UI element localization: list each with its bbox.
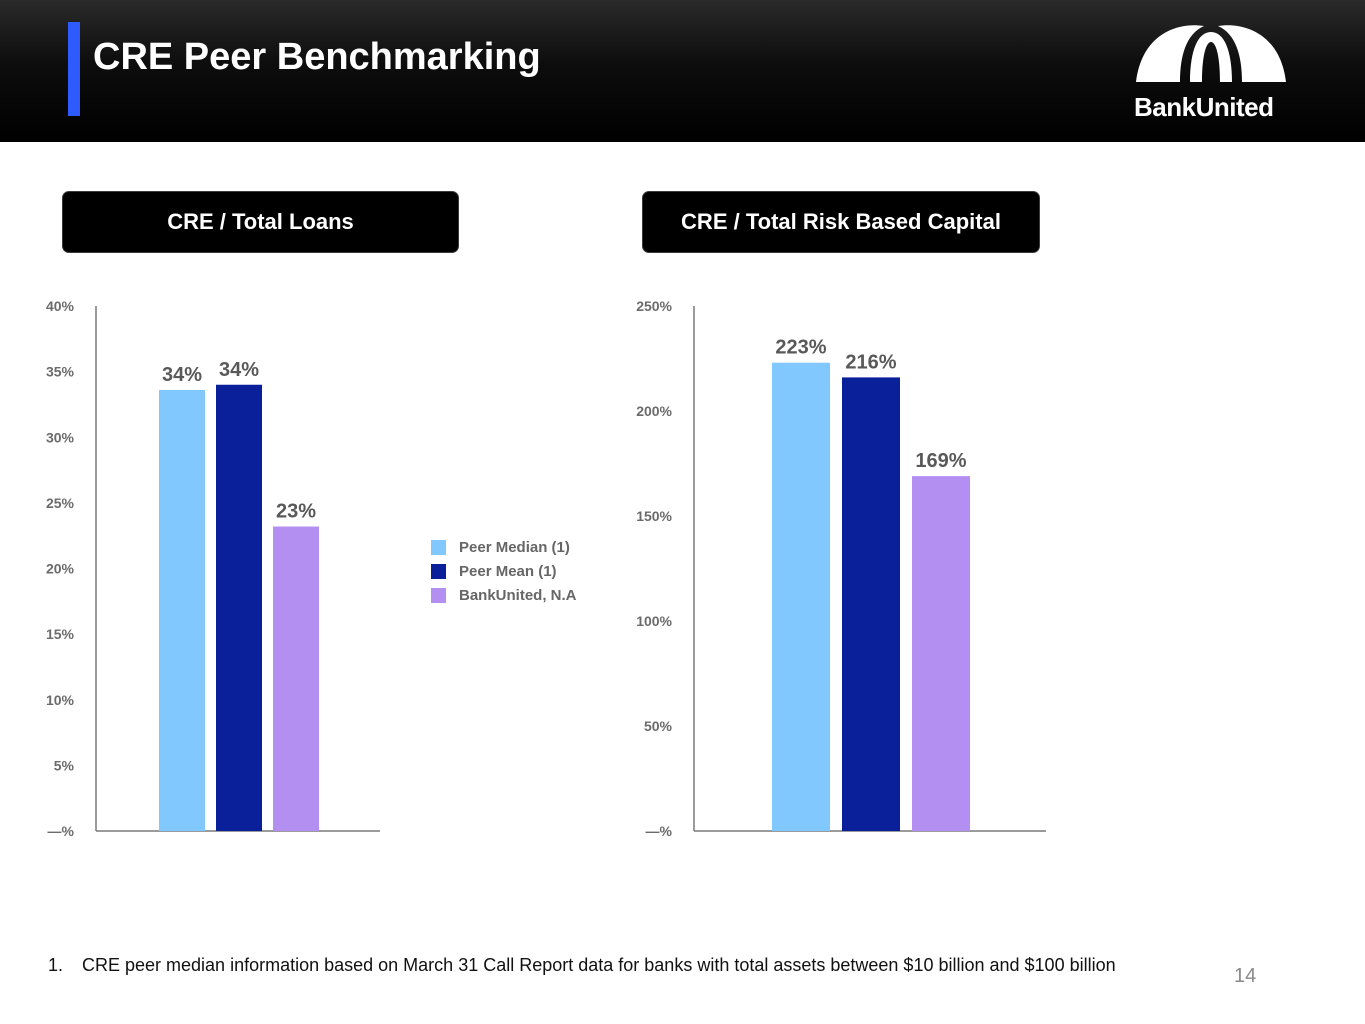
y-tick-label-loans-40: 40%	[46, 298, 75, 314]
footnote: 1. CRE peer median information based on M…	[48, 955, 1116, 976]
y-tick-label-capital-150: 150%	[636, 508, 672, 524]
header-banner: CRE Peer Benchmarking BankUnited	[0, 0, 1365, 142]
data-label-capital-peer-mean-1: 216%	[845, 351, 896, 373]
y-tick-label-capital-0: —%	[646, 823, 673, 839]
bankunited-logo-icon	[1136, 25, 1286, 82]
legend-label-peer-mean: Peer Mean (1)	[459, 562, 557, 580]
legend-swatch-bankunited	[431, 587, 446, 603]
legend-label-bankunited: BankUnited, N.A	[459, 586, 577, 604]
logo-wordmark: BankUnited	[1134, 92, 1274, 122]
bar-loans-peer-median-1	[159, 390, 205, 831]
y-tick-label-capital-250: 250%	[636, 298, 672, 314]
chart-legend: Peer Median (1) Peer Mean (1) BankUnited…	[431, 535, 577, 607]
bar-loans-peer-mean-1	[216, 384, 262, 831]
y-tick-label-capital-200: 200%	[636, 403, 672, 419]
y-tick-label-loans-5: 5%	[54, 757, 75, 773]
footnote-text: CRE peer median information based on Mar…	[82, 955, 1116, 975]
y-tick-label-capital-50: 50%	[644, 718, 673, 734]
bar-capital-peer-mean-1	[842, 377, 900, 831]
legend-swatch-peer-median	[431, 539, 446, 555]
footnote-number: 1.	[48, 955, 64, 975]
y-tick-label-loans-20: 20%	[46, 561, 75, 577]
data-label-loans-bankunited-n-a: 23%	[276, 501, 316, 523]
bar-capital-bankunited-n-a	[912, 476, 970, 831]
y-tick-label-capital-100: 100%	[636, 613, 672, 629]
y-tick-label-loans-15: 15%	[46, 626, 75, 642]
chart-title-cre-total-loans: CRE / Total Loans	[62, 191, 459, 253]
page-number: 14	[1234, 965, 1257, 987]
y-tick-label-loans-30: 30%	[46, 429, 75, 445]
data-label-capital-peer-median-1: 223%	[775, 337, 826, 359]
chart-title-cre-total-risk-based-capital: CRE / Total Risk Based Capital	[642, 191, 1040, 253]
y-tick-label-loans-35: 35%	[46, 364, 75, 380]
y-tick-label-loans-25: 25%	[46, 495, 75, 511]
title-accent-bar	[68, 22, 80, 116]
data-label-loans-peer-mean-1: 34%	[219, 359, 259, 381]
data-label-loans-peer-median-1: 34%	[162, 364, 202, 386]
legend-swatch-peer-mean	[431, 563, 446, 579]
data-label-capital-bankunited-n-a: 169%	[915, 450, 966, 472]
y-tick-label-loans-10: 10%	[46, 692, 75, 708]
y-tick-label-loans-0: —%	[48, 823, 75, 839]
legend-item-bankunited: BankUnited, N.A	[431, 583, 577, 607]
legend-item-peer-median: Peer Median (1)	[431, 535, 577, 559]
page-title: CRE Peer Benchmarking	[93, 36, 541, 78]
bar-capital-peer-median-1	[772, 362, 830, 831]
legend-item-peer-mean: Peer Mean (1)	[431, 559, 577, 583]
bar-loans-bankunited-n-a	[273, 526, 319, 831]
legend-label-peer-median: Peer Median (1)	[459, 538, 570, 556]
